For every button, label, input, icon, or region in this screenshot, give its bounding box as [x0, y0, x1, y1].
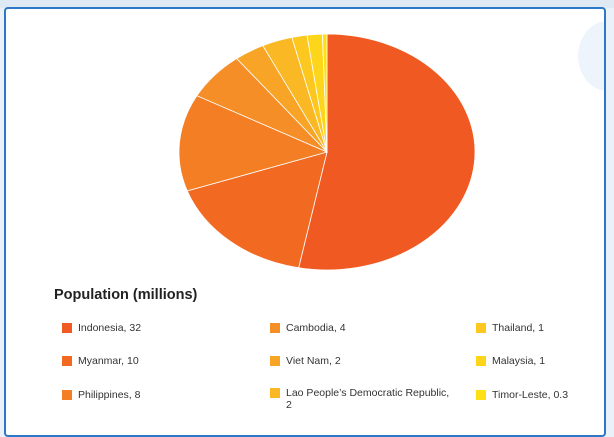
legend-label-timor-leste: Timor-Leste, 0.3 — [492, 389, 569, 401]
legend-item-viet-nam: Viet Nam, 2 — [270, 355, 341, 367]
legend-label-viet-nam: Viet Nam, 2 — [286, 355, 341, 367]
legend-swatch — [62, 323, 72, 333]
chart-card: Population (millions) Indonesia, 32 Myan… — [4, 7, 606, 437]
pie-slice-philippines — [178, 95, 329, 192]
legend-item-thailand: Thailand, 1 — [476, 322, 544, 334]
legend-label-philippines: Philippines, 8 — [78, 389, 141, 401]
legend-item-timor-leste: Timor-Leste, 0.3 — [476, 389, 568, 401]
legend-swatch — [270, 356, 280, 366]
legend-label-thailand: Thailand, 1 — [492, 322, 544, 334]
legend-item-indonesia: Indonesia, 32 — [62, 322, 141, 334]
legend-label-lao: Lao People’s Democratic Republic, 2 — [286, 387, 450, 411]
legend-item-lao: Lao People’s Democratic Republic, 2 — [270, 387, 450, 411]
legend-swatch — [270, 388, 280, 398]
legend-item-malaysia: Malaysia, 1 — [476, 355, 545, 367]
legend-label-cambodia: Cambodia, 4 — [286, 322, 346, 334]
pie-slice-myanmar — [186, 151, 328, 269]
pie-slice-indonesia — [298, 33, 476, 271]
legend-swatch — [476, 356, 486, 366]
legend-swatch — [62, 356, 72, 366]
legend-item-philippines: Philippines, 8 — [62, 389, 140, 401]
legend-item-cambodia: Cambodia, 4 — [270, 322, 346, 334]
legend-swatch — [62, 390, 72, 400]
legend-label-myanmar: Myanmar, 10 — [78, 355, 139, 367]
legend-label-indonesia: Indonesia, 32 — [78, 322, 142, 334]
legend-swatch — [270, 323, 280, 333]
pie-slice-timor-leste — [321, 33, 328, 153]
pie-chart — [178, 33, 476, 271]
legend-item-myanmar: Myanmar, 10 — [62, 355, 139, 367]
legend-swatch — [476, 390, 486, 400]
top-strip — [0, 0, 614, 8]
legend-title: Population (millions) — [54, 287, 198, 303]
legend-swatch — [476, 323, 486, 333]
legend-label-malaysia: Malaysia, 1 — [492, 355, 546, 367]
